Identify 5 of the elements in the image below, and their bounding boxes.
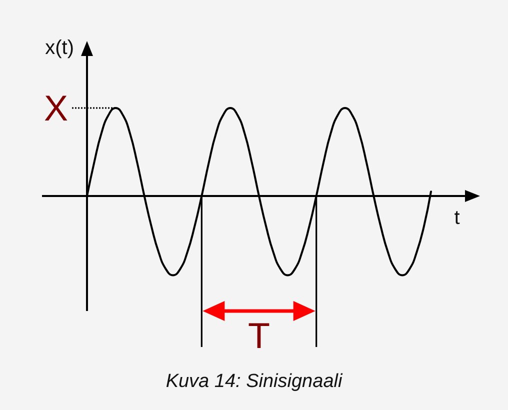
text: X [44, 88, 68, 128]
text: Kuva 14: Sinisignaali [166, 371, 343, 392]
x-axis-title: t [454, 207, 460, 229]
text: T [248, 315, 270, 356]
y-axis-title: x(t) [45, 37, 74, 59]
